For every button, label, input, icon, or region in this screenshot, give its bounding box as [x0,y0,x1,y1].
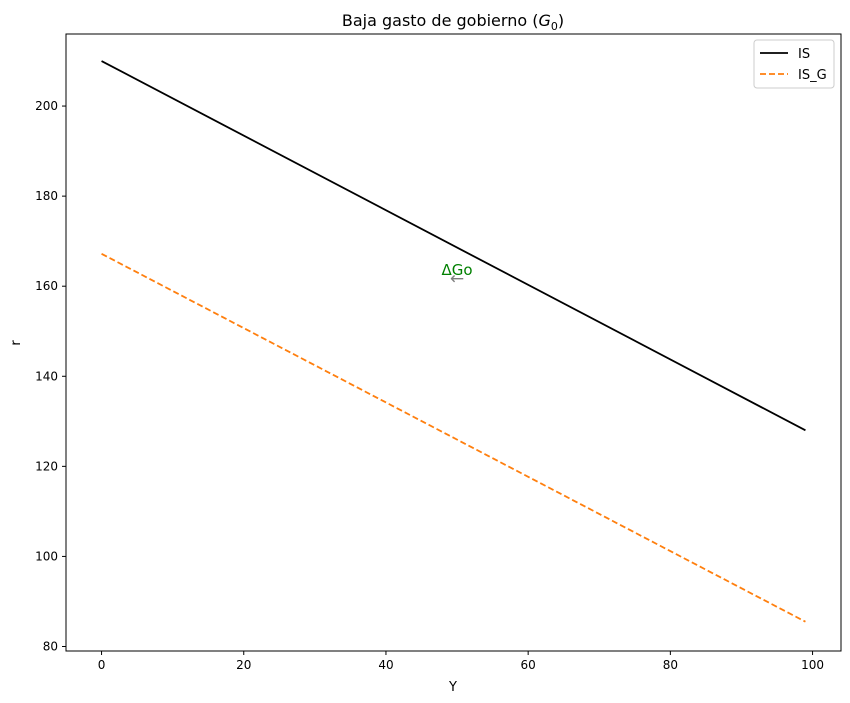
annotation-layer: ΔGo← [442,261,473,289]
y-tick-label: 200 [35,99,58,113]
x-tick-label: 100 [801,658,824,672]
legend: IS IS_G [753,39,835,89]
annotation-delta-go: ΔGo [442,261,473,279]
x-tick-label: 60 [521,658,536,672]
legend-label: IS [798,47,810,62]
series-layer [101,60,806,623]
y-axis-label: r [9,340,24,346]
x-axis-label: Y [448,680,457,695]
legend-label: IS_G [798,68,827,83]
y-tick-label: 120 [35,459,58,473]
x-tick-label: 20 [236,658,251,672]
plot-area [65,33,842,652]
chart-title-math: G [538,11,550,30]
legend-box [753,39,835,89]
y-tick-label: 100 [35,549,58,563]
y-tick-label: 180 [35,189,58,203]
chart-title-math-sub: 0 [551,20,558,33]
series-line-is-g [101,252,806,623]
x-tick-label: 40 [378,658,393,672]
y-tick-label: 160 [35,279,58,293]
y-tick-label: 80 [43,639,58,653]
chart-title-text: Baja gasto de gobierno [342,11,532,30]
x-tick-label: 80 [663,658,678,672]
y-tick-label: 140 [35,369,58,383]
annotation-arrow-left: ← [450,269,464,289]
ticks-layer: 0 20 40 60 80 100 80 100 120 140 160 180 200 [35,99,824,672]
chart-title: Baja gasto de gobierno (G0) [342,11,564,33]
x-tick-label: 0 [98,658,106,672]
series-line-is [101,60,806,432]
